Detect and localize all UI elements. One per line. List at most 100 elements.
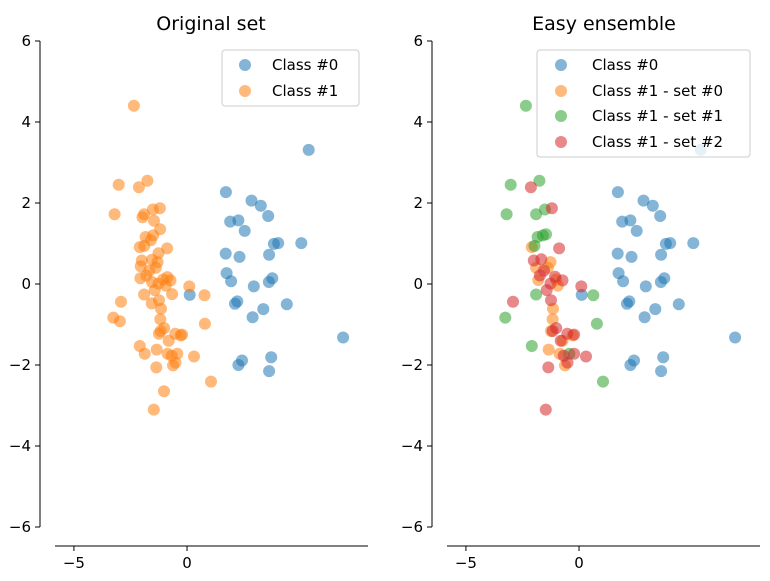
point-class-0-3 — [254, 199, 267, 212]
point-class-0-0 — [302, 143, 315, 156]
point-class-1-set-1-2 — [533, 174, 546, 187]
legend-marker-class-0 — [555, 59, 567, 71]
point-class-1-set-2-24 — [539, 403, 552, 416]
point-class-1-50 — [174, 329, 187, 342]
point-class-0-1 — [611, 186, 624, 199]
point-class-1-set-2-4 — [527, 254, 540, 267]
point-class-1-9 — [136, 211, 149, 224]
point-class-1-set-2-6 — [533, 269, 546, 282]
point-class-0-15 — [225, 275, 238, 288]
point-class-1-set-1-3 — [500, 208, 513, 221]
point-class-1-set-0-10 — [542, 343, 555, 356]
point-class-1-46 — [153, 327, 165, 340]
point-class-0-24 — [246, 311, 259, 324]
point-class-1-set-2-23 — [568, 347, 581, 360]
original-set-title: Original set — [156, 13, 265, 35]
point-class-1-set-2-2 — [553, 242, 566, 255]
point-class-1-set-1-15 — [597, 375, 609, 388]
point-class-1-set-2-9 — [549, 270, 562, 283]
point-class-0-27 — [232, 359, 245, 371]
point-class-1-4 — [108, 208, 121, 221]
point-class-0-18 — [247, 280, 260, 293]
point-class-0-17 — [266, 272, 279, 285]
original-set-legend: Class #0 Class #1 — [221, 49, 360, 107]
point-class-1-set-2-13 — [507, 295, 519, 308]
point-class-1-set-2-0 — [524, 181, 537, 194]
y-tick-label: 4 — [413, 113, 423, 131]
point-class-1-set-2-22 — [542, 361, 555, 374]
point-class-0-5 — [616, 215, 629, 228]
point-class-0-1 — [219, 186, 232, 199]
point-class-1-62 — [205, 375, 217, 388]
y-tick-label: 6 — [21, 32, 31, 50]
y-tick-label: −6 — [9, 518, 31, 536]
point-class-1-set-2-18 — [568, 328, 581, 341]
point-class-0-9 — [272, 237, 285, 250]
point-class-1-1 — [132, 181, 145, 194]
easy-ensemble-legend: Class #0 Class #1 - set #0 Class #1 - se… — [536, 49, 751, 158]
point-class-0-10 — [687, 237, 700, 250]
point-class-0-29 — [263, 365, 276, 378]
point-class-0-18 — [639, 280, 652, 293]
point-class-1-25 — [149, 261, 162, 274]
point-class-0-22 — [672, 298, 685, 311]
point-class-1-set-0-2 — [544, 256, 557, 269]
point-class-1-3 — [141, 174, 154, 187]
legend-marker-class-0 — [239, 59, 251, 71]
point-class-0-28 — [657, 351, 670, 364]
point-class-1-2 — [112, 178, 125, 191]
easy-ensemble-panel: Easy ensemble −6 −4 −2 0 2 4 6 −5 0 Class #0 Cla… — [401, 13, 760, 572]
point-class-1-set-1-0 — [519, 99, 532, 112]
point-class-1-0 — [127, 99, 140, 112]
point-class-0-25 — [729, 331, 742, 344]
easy-ensemble-axes: −6 −4 −2 0 2 4 6 −5 0 — [401, 32, 760, 572]
point-class-1-51 — [162, 334, 175, 347]
point-class-0-23 — [257, 303, 270, 316]
point-class-0-3 — [646, 199, 659, 212]
point-class-1-set-1-4 — [530, 208, 543, 221]
point-class-0-19 — [575, 288, 588, 301]
point-class-0-21 — [621, 297, 633, 310]
easy-ensemble-legend-box — [536, 49, 751, 158]
point-class-1-24 — [134, 272, 147, 285]
easy-ensemble-points — [499, 99, 742, 416]
point-class-1-42 — [113, 315, 126, 328]
point-class-1-32 — [159, 279, 172, 292]
y-tick-label: 2 — [413, 194, 423, 212]
point-class-1-set-2-19 — [580, 350, 592, 363]
point-class-0-17 — [658, 272, 671, 285]
original-set-legend-box — [221, 49, 360, 107]
x-tick-label: −5 — [455, 554, 477, 572]
point-class-1-38 — [145, 297, 158, 310]
point-class-1-6 — [153, 202, 166, 215]
y-tick-label: −6 — [401, 518, 423, 536]
point-class-1-set-1-10 — [530, 288, 543, 301]
x-tick-label: 0 — [574, 554, 584, 572]
point-class-1-set-1-12 — [525, 340, 538, 352]
point-class-1-40 — [115, 295, 127, 308]
point-class-1-61 — [150, 361, 163, 374]
point-class-1-54 — [150, 343, 163, 356]
point-class-1-13 — [147, 229, 160, 242]
point-class-0-11 — [611, 247, 624, 260]
legend-label-class-1: Class #1 — [272, 82, 338, 100]
point-class-0-6 — [262, 210, 275, 222]
point-class-0-6 — [654, 210, 667, 222]
legend-label-set-0: Class #1 - set #0 — [592, 82, 723, 100]
point-class-0-7 — [238, 224, 251, 237]
point-class-0-13 — [655, 248, 668, 261]
original-set-axes: −6 −4 −2 0 2 4 6 −5 0 — [9, 32, 368, 572]
y-tick-label: −4 — [9, 437, 31, 455]
point-class-1-39 — [155, 302, 167, 315]
point-class-0-24 — [638, 311, 651, 324]
legend-label-class-0: Class #0 — [272, 56, 338, 74]
point-class-1-35 — [183, 280, 196, 293]
point-class-1-7 — [148, 214, 160, 227]
point-class-1-set-2-10 — [540, 284, 553, 297]
point-class-0-10 — [295, 237, 308, 250]
y-tick-label: −2 — [9, 356, 31, 374]
point-class-0-7 — [630, 224, 643, 237]
y-tick-label: −4 — [401, 437, 423, 455]
legend-marker-set-0 — [555, 85, 567, 97]
point-class-1-34 — [166, 288, 179, 301]
